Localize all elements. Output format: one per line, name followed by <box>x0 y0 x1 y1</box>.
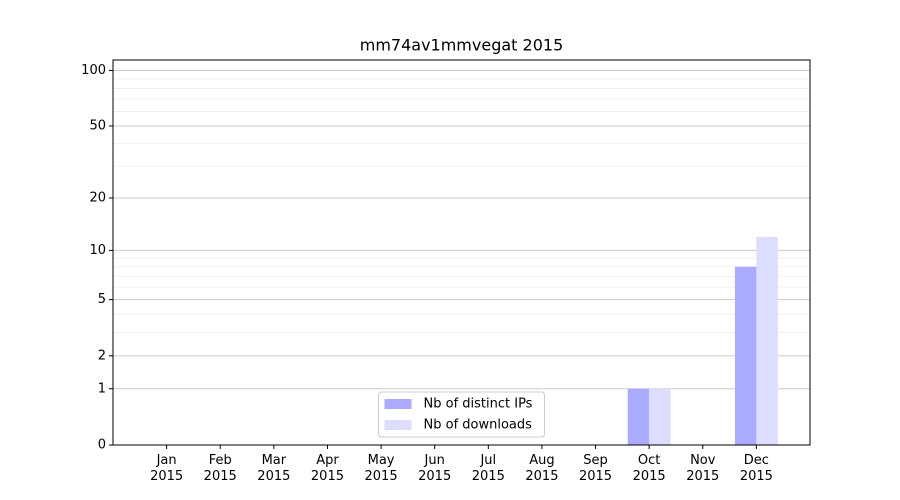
legend-frame <box>378 391 545 438</box>
bar <box>756 236 778 445</box>
x-tick-label: Oct 2015 <box>632 453 666 484</box>
x-tick-label: Jan 2015 <box>150 453 184 484</box>
x-tick-label: Jul 2015 <box>471 453 505 484</box>
x-tick-label: Feb 2015 <box>203 453 237 484</box>
chart-title: mm74av1mmvegat 2015 <box>360 36 564 55</box>
y-tick-label: 50 <box>89 118 106 133</box>
legend: Nb of distinct IPs Nb of downloads <box>378 391 545 438</box>
legend-swatch <box>384 420 412 430</box>
bar <box>649 388 671 445</box>
y-tick-label: 0 <box>98 438 106 453</box>
x-tick-label: May 2015 <box>364 453 398 484</box>
legend-label: Nb of downloads <box>424 418 533 433</box>
legend-label: Nb of distinct IPs <box>424 397 533 412</box>
legend-swatch <box>384 399 412 409</box>
bar <box>734 266 757 445</box>
plot-frame <box>112 59 811 446</box>
x-tick-label: Nov 2015 <box>686 453 720 484</box>
bar <box>627 388 650 445</box>
y-tick-label: 20 <box>89 190 106 205</box>
x-tick-label: Sep 2015 <box>578 453 613 484</box>
y-tick-label: 1 <box>98 381 106 396</box>
x-tick-label: Mar 2015 <box>257 453 291 484</box>
x-tick-label: Jun 2015 <box>418 453 452 484</box>
y-tick-label: 5 <box>98 292 106 307</box>
x-tick-label: Aug 2015 <box>525 453 559 484</box>
y-tick-label: 100 <box>81 63 106 78</box>
x-tick-label: Apr 2015 <box>310 453 344 484</box>
x-tick-label: Dec 2015 <box>739 453 773 484</box>
y-tick-label: 2 <box>98 348 106 363</box>
y-tick-label: 10 <box>89 243 106 258</box>
